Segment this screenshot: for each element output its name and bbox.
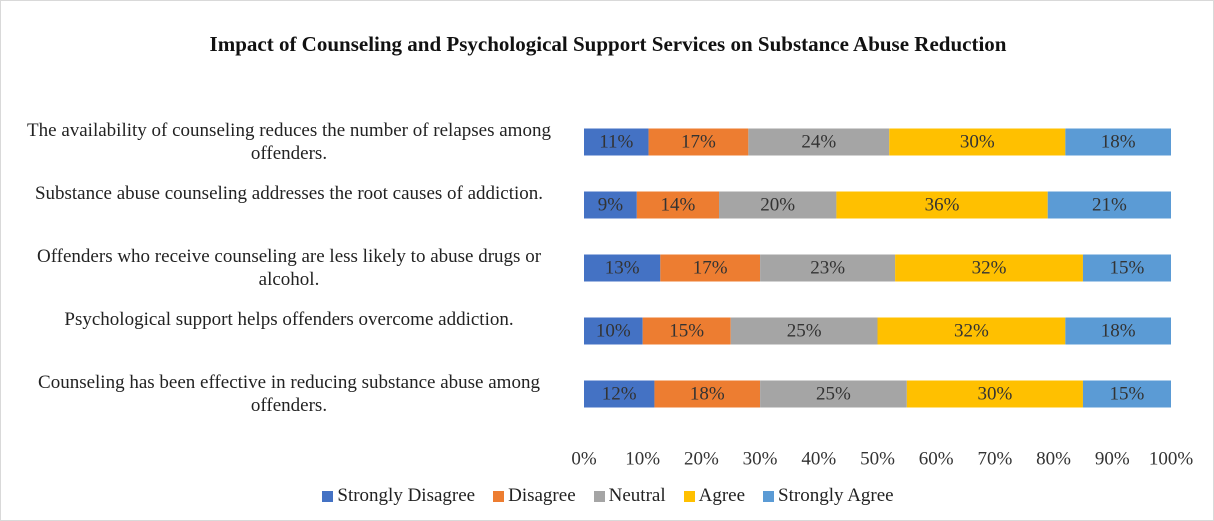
bar-segment [1082,380,1171,408]
x-tick-label: 100% [1149,448,1194,469]
category-label: Substance abuse counseling addresses the… [34,183,544,204]
data-label: 17% [693,257,728,278]
x-tick-label: 80% [1036,448,1071,469]
data-label: 9% [598,194,624,215]
data-label: 18% [1101,131,1136,152]
x-tick-label: 10% [625,448,660,469]
bar-segment [730,317,878,345]
bar-segment [877,317,1066,345]
x-tick-label: 30% [743,448,778,469]
bar-segment [836,191,1048,219]
data-label: 36% [925,194,960,215]
data-label: 17% [681,131,716,152]
data-label: 25% [816,383,851,404]
bar-segment [889,128,1066,156]
category-label: Offenders who receive counseling are les… [36,246,542,290]
legend-swatch [683,490,695,502]
bar-segment [636,191,720,219]
bar-segment [1047,191,1171,219]
bar-segment [660,254,761,282]
data-label: 13% [605,257,640,278]
bar-segment [584,254,661,282]
chart-title: Impact of Counseling and Psychological S… [209,32,1007,56]
bar-segment [748,128,890,156]
category-label: The availability of counseling reduces t… [27,120,551,164]
legend-item: Agree [683,485,746,507]
legend-label: Agree [698,485,746,506]
legend-item: Strongly Disagree [322,485,475,507]
data-label: 20% [760,194,795,215]
legend-swatch [763,490,775,502]
x-tick-label: 20% [684,448,719,469]
bar-segment [1082,254,1171,282]
legend-label: Neutral [608,485,666,506]
data-label: 12% [602,383,637,404]
data-label: 14% [661,194,696,215]
x-tick-label: 40% [801,448,836,469]
x-tick-label: 0% [571,448,597,469]
x-tick-label: 60% [919,448,954,469]
bar-segment [895,254,1083,282]
category-label: Counseling has been effective in reducin… [38,372,540,416]
data-label: 15% [669,320,704,341]
data-label: 15% [1110,383,1145,404]
legend: Strongly Disagree Disagree Neutral Agree Str… [1,485,1213,507]
legend-label: Strongly Agree [778,485,894,506]
bar-segment [760,380,907,408]
data-label: 32% [954,320,989,341]
bar-segment [654,380,761,408]
data-label: 10% [596,320,631,341]
data-label: 23% [810,257,845,278]
bar-segment [642,317,731,345]
bar-segment [1065,317,1171,345]
data-label: 21% [1092,194,1127,215]
x-tick-label: 90% [1095,448,1130,469]
data-label: 30% [960,131,995,152]
data-label: 18% [1101,320,1136,341]
legend-item: Disagree [493,485,576,507]
category-label: Psychological support helps offenders ov… [64,309,514,330]
x-tick-label: 70% [977,448,1012,469]
legend-swatch [593,490,605,502]
legend-label: Disagree [508,485,576,506]
data-label: 24% [801,131,836,152]
bar-segment [584,128,649,156]
data-label: 30% [977,383,1012,404]
data-label: 18% [690,383,725,404]
bar-segment [760,254,896,282]
bar-segment [584,380,655,408]
bar-segment [648,128,749,156]
legend-swatch [493,490,505,502]
legend-label: Strongly Disagree [337,485,476,506]
legend-item: Neutral [593,485,666,507]
bar-segment [584,191,637,219]
data-label: 32% [972,257,1007,278]
bar-segment [1065,128,1171,156]
x-tick-label: 50% [860,448,895,469]
bar-segment [584,317,643,345]
data-label: 15% [1110,257,1145,278]
data-label: 11% [599,131,633,152]
legend-swatch [322,490,334,502]
bar-segment [906,380,1083,408]
legend-item: Strongly Agree [763,485,894,507]
data-label: 25% [787,320,822,341]
bar-segment [719,191,837,219]
